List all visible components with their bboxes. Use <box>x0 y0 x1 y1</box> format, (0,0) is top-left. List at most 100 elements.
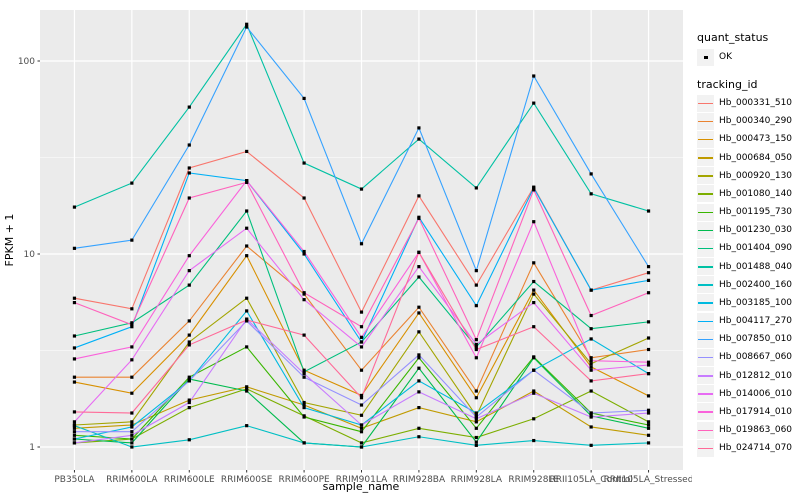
data-point-Hb_000340_290-RRII105LA_Stressed[interactable] <box>646 347 651 352</box>
data-point-Hb_000473_150-RRIM901LA[interactable] <box>359 393 364 398</box>
data-point-Hb_012812_010-RRII105LA_Stressed[interactable] <box>646 411 651 415</box>
data-point-Hb_000684_050-RRIM928LA[interactable] <box>474 420 478 424</box>
data-point-Hb_001080_140-RRIM600SE[interactable] <box>245 387 249 391</box>
data-point-Hb_004117_270-RRIM600LE[interactable] <box>187 171 191 175</box>
data-point-Hb_001488_040-RRIM600LE[interactable] <box>187 105 191 109</box>
data-point-Hb_000340_290-RRIM600SE[interactable] <box>245 244 249 248</box>
legend-item-Hb_024714_070[interactable]: Hb_024714_070 <box>697 439 792 457</box>
data-point-Hb_024714_070-RRIM600LA[interactable] <box>130 411 134 415</box>
data-point-Hb_000340_290-RRII105LA_Control[interactable] <box>589 356 593 360</box>
data-point-Hb_019863_060-RRIM600LE[interactable] <box>187 196 191 200</box>
data-point-Hb_000331_510-RRIM928BA[interactable] <box>417 194 421 198</box>
data-point-Hb_001195_730-RRIM600LA[interactable] <box>130 437 134 441</box>
data-point-Hb_014006_010-RRIM600SE[interactable] <box>245 226 249 230</box>
data-point-Hb_000331_510-PB350LA[interactable] <box>72 296 77 300</box>
data-point-Hb_014006_010-RRII105LA_Stressed[interactable] <box>646 363 651 367</box>
data-point-Hb_004117_270-RRII105LA_Stressed[interactable] <box>646 278 651 282</box>
data-point-Hb_000920_130-RRIM901LA[interactable] <box>359 413 364 417</box>
data-point-Hb_024714_070-RRII105LA_Control[interactable] <box>589 379 593 383</box>
data-point-Hb_000473_150-RRIM600SE[interactable] <box>245 254 249 258</box>
data-point-Hb_000340_290-PB350LA[interactable] <box>72 375 77 379</box>
data-point-Hb_000473_150-RRII105LA_Control[interactable] <box>589 365 593 369</box>
data-point-Hb_000340_290-RRIM928LE[interactable] <box>532 261 536 265</box>
data-point-Hb_001488_040-RRIM600LA[interactable] <box>130 181 134 185</box>
data-point-Hb_007850_010-RRIM928BA[interactable] <box>417 126 421 130</box>
data-point-Hb_001080_140-RRIM928BA[interactable] <box>417 426 421 430</box>
data-point-Hb_001404_090-PB350LA[interactable] <box>72 334 77 338</box>
data-point-Hb_014006_010-RRIM600LE[interactable] <box>187 269 191 273</box>
data-point-Hb_001404_090-RRIM600SE[interactable] <box>245 209 249 213</box>
data-point-Hb_001080_140-RRIM901LA[interactable] <box>359 441 364 445</box>
data-point-Hb_001080_140-RRIM928LE[interactable] <box>532 417 536 421</box>
data-point-Hb_004117_270-RRIM901LA[interactable] <box>359 340 364 344</box>
data-point-Hb_024714_070-RRIM600SE[interactable] <box>245 318 249 322</box>
data-point-Hb_001230_030-RRII105LA_Stressed[interactable] <box>646 426 651 430</box>
data-point-Hb_001488_040-PB350LA[interactable] <box>72 205 77 209</box>
data-point-Hb_008667_060-RRIM928LA[interactable] <box>474 415 478 419</box>
data-point-Hb_004117_270-RRIM928LE[interactable] <box>532 186 536 190</box>
legend-item-Hb_000331_510[interactable]: Hb_000331_510 <box>697 94 792 112</box>
data-point-Hb_008667_060-RRII105LA_Stressed[interactable] <box>646 408 651 412</box>
data-point-Hb_017914_010-RRIM928LE[interactable] <box>532 220 536 224</box>
data-point-Hb_007850_010-PB350LA[interactable] <box>72 246 77 250</box>
data-point-Hb_014006_010-RRII105LA_Control[interactable] <box>589 368 593 372</box>
data-point-Hb_000340_290-RRIM928BA[interactable] <box>417 305 421 309</box>
data-point-Hb_004117_270-RRIM928LA[interactable] <box>474 304 478 308</box>
data-point-Hb_012812_010-RRIM901LA[interactable] <box>359 423 364 427</box>
data-point-Hb_001404_090-RRIM600LA[interactable] <box>130 321 134 325</box>
legend-item-Hb_019863_060[interactable]: Hb_019863_060 <box>697 421 792 439</box>
data-point-Hb_002400_160-RRIM928LE[interactable] <box>532 438 536 443</box>
data-point-Hb_012812_010-PB350LA[interactable] <box>72 441 77 445</box>
legend-item-Hb_008667_060[interactable]: Hb_008667_060 <box>697 348 792 366</box>
data-point-Hb_001230_030-RRIM928BA[interactable] <box>417 366 421 370</box>
data-point-Hb_019863_060-RRIM600PE[interactable] <box>302 291 306 295</box>
data-point-Hb_000684_050-PB350LA[interactable] <box>72 426 77 430</box>
data-point-Hb_003185_100-RRIM928BA[interactable] <box>417 379 421 383</box>
data-point-Hb_014006_010-RRIM600PE[interactable] <box>302 298 306 302</box>
data-point-Hb_019863_060-RRIM901LA[interactable] <box>359 325 364 329</box>
data-point-Hb_007850_010-RRIM928LA[interactable] <box>474 269 478 273</box>
data-point-Hb_014006_010-RRIM928BA[interactable] <box>417 265 421 269</box>
data-point-Hb_000684_050-RRIM600LA[interactable] <box>130 423 134 427</box>
data-point-Hb_004117_270-RRII105LA_Control[interactable] <box>589 288 593 292</box>
data-point-Hb_019863_060-RRII105LA_Control[interactable] <box>589 313 593 318</box>
legend-item-Hb_004117_270[interactable]: Hb_004117_270 <box>697 312 792 330</box>
legend-item-Hb_007850_010[interactable]: Hb_007850_010 <box>697 330 792 348</box>
data-point-Hb_019863_060-RRIM928LE[interactable] <box>532 188 536 192</box>
data-point-Hb_000920_130-RRIM600SE[interactable] <box>245 296 249 300</box>
data-point-Hb_000684_050-RRII105LA_Control[interactable] <box>589 425 593 429</box>
data-point-Hb_000473_150-RRIM600PE[interactable] <box>302 368 306 372</box>
data-point-Hb_008667_060-RRIM600LA[interactable] <box>130 430 134 434</box>
data-point-Hb_002400_160-RRII105LA_Stressed[interactable] <box>646 441 651 445</box>
data-point-Hb_000920_130-RRII105LA_Control[interactable] <box>589 362 593 366</box>
data-point-Hb_000331_510-RRIM600PE[interactable] <box>302 196 306 200</box>
legend-item-Hb_000340_290[interactable]: Hb_000340_290 <box>697 112 792 130</box>
data-point-Hb_000473_150-RRIM928LA[interactable] <box>474 396 478 400</box>
data-point-Hb_000920_130-RRIM600LE[interactable] <box>187 340 191 344</box>
data-point-Hb_007850_010-RRIM901LA[interactable] <box>359 242 364 246</box>
data-point-Hb_001404_090-RRIM600LE[interactable] <box>187 283 191 287</box>
legend-item-Hb_001195_730[interactable]: Hb_001195_730 <box>697 203 792 221</box>
data-point-Hb_001404_090-RRIM928LA[interactable] <box>474 345 478 349</box>
data-point-Hb_001488_040-RRII105LA_Control[interactable] <box>589 192 593 196</box>
data-point-Hb_000331_510-RRII105LA_Stressed[interactable] <box>646 271 651 275</box>
data-point-Hb_000684_050-RRIM928BA[interactable] <box>417 406 421 410</box>
data-point-Hb_008667_060-RRIM928LE[interactable] <box>532 368 536 372</box>
data-point-Hb_001195_730-RRII105LA_Stressed[interactable] <box>646 423 651 427</box>
data-point-Hb_017914_010-RRIM600SE[interactable] <box>245 179 249 183</box>
data-point-Hb_019863_060-RRIM928BA[interactable] <box>417 216 421 220</box>
data-point-Hb_001404_090-RRII105LA_Control[interactable] <box>589 327 593 331</box>
data-point-Hb_001404_090-RRII105LA_Stressed[interactable] <box>646 320 651 324</box>
legend-item-Hb_012812_010[interactable]: Hb_012812_010 <box>697 367 792 385</box>
data-point-Hb_002400_160-RRII105LA_Control[interactable] <box>589 443 593 447</box>
legend-item-Hb_000920_130[interactable]: Hb_000920_130 <box>697 167 792 185</box>
data-point-Hb_003185_100-RRIM600PE[interactable] <box>302 406 306 410</box>
data-point-Hb_000340_290-RRIM600LA[interactable] <box>130 375 134 379</box>
data-point-Hb_008667_060-RRIM600PE[interactable] <box>302 375 306 379</box>
data-point-Hb_001488_040-RRIM901LA[interactable] <box>359 187 364 191</box>
data-point-Hb_012812_010-RRIM600LA[interactable] <box>130 433 134 437</box>
data-point-Hb_003185_100-RRII105LA_Control[interactable] <box>589 337 593 341</box>
data-point-Hb_012812_010-RRIM600LE[interactable] <box>187 400 191 405</box>
data-point-Hb_003185_100-PB350LA[interactable] <box>72 437 77 441</box>
data-point-Hb_002400_160-RRIM600LE[interactable] <box>187 438 191 442</box>
